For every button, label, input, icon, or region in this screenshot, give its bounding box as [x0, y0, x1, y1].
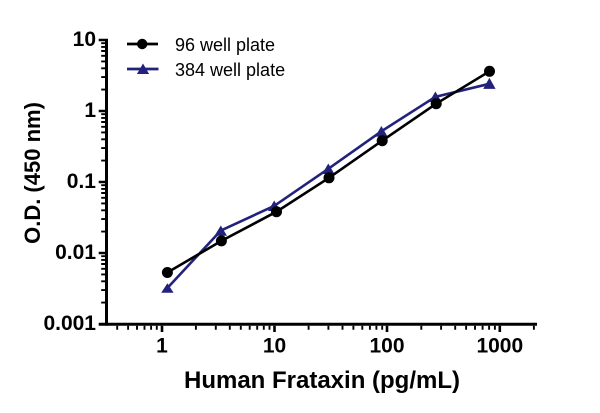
svg-text:100: 100	[369, 335, 404, 358]
svg-text:10: 10	[73, 28, 96, 51]
svg-text:96 well plate: 96 well plate	[175, 35, 275, 55]
svg-text:1: 1	[156, 335, 168, 358]
svg-text:0.001: 0.001	[43, 312, 96, 335]
svg-text:0.1: 0.1	[67, 170, 97, 193]
svg-text:10: 10	[263, 335, 286, 358]
svg-text:O.D. (450 nm): O.D. (450 nm)	[20, 102, 45, 244]
svg-text:1000: 1000	[476, 335, 523, 358]
svg-text:Human Frataxin (pg/mL): Human Frataxin (pg/mL)	[184, 367, 460, 394]
svg-text:0.01: 0.01	[55, 241, 96, 264]
svg-text:384 well plate: 384 well plate	[175, 60, 285, 80]
svg-text:1: 1	[84, 99, 96, 122]
